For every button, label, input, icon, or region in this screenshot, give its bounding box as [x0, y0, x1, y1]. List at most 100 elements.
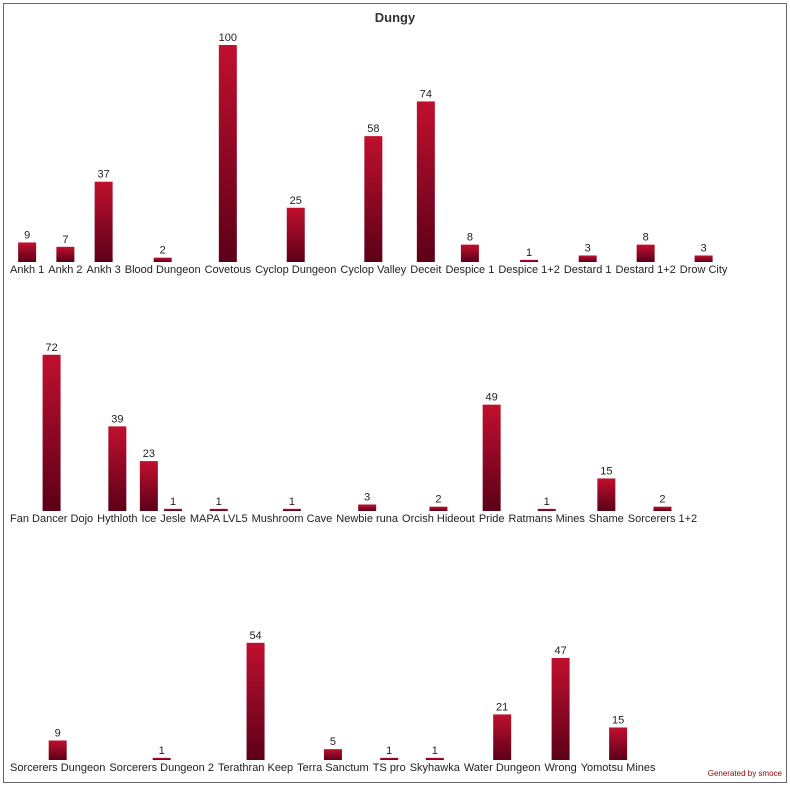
data-label: 9 [24, 229, 30, 241]
x-tick-label: Terra Sanctum [297, 762, 369, 774]
x-tick-label: MAPA LVL5 [190, 513, 248, 525]
data-label: 25 [290, 195, 302, 207]
bar [636, 244, 655, 262]
bar [94, 181, 113, 262]
x-tick-label: Mushroom Cave [252, 513, 333, 525]
x-tick-label: Destard 1 [564, 264, 612, 276]
bar [18, 242, 37, 262]
x-tick-label: Hythloth [97, 513, 137, 525]
x-tick-label: Ankh 3 [87, 264, 121, 276]
footer: Generated by smoce [708, 769, 783, 778]
data-label: 23 [143, 448, 155, 460]
bar [246, 642, 265, 760]
x-tick-label: Ratmans Mines [509, 513, 586, 525]
x-tick-label: Shame [589, 513, 624, 525]
data-label: 1 [170, 496, 176, 508]
x-tick-label: Sorcerers Dungeon 2 [109, 762, 214, 774]
x-tick-label: Jesle [160, 513, 186, 525]
x-tick-label: Cyclop Dungeon [255, 264, 336, 276]
bar [152, 757, 171, 760]
data-label: 3 [364, 491, 370, 503]
bar [429, 506, 448, 511]
data-label: 2 [659, 494, 665, 506]
data-label: 7 [62, 234, 68, 246]
data-label: 21 [496, 701, 508, 713]
x-tick-label: Ankh 1 [10, 264, 44, 276]
bar [108, 426, 127, 511]
x-tick-label: Newbie runa [336, 513, 399, 525]
data-label: 1 [386, 745, 392, 757]
frame [3, 3, 787, 783]
bar [42, 354, 61, 511]
bar [380, 757, 399, 760]
data-label: 47 [554, 645, 566, 657]
bar [286, 207, 305, 262]
bar [493, 714, 512, 760]
data-label: 8 [643, 232, 649, 244]
data-label: 1 [159, 745, 165, 757]
x-tick-label: Fan Dancer Dojo [10, 513, 93, 525]
bar [358, 504, 377, 511]
data-label: 15 [600, 465, 612, 477]
bar [56, 246, 75, 262]
data-label: 72 [45, 342, 57, 354]
x-tick-label: Pride [479, 513, 505, 525]
data-label: 5 [330, 736, 336, 748]
bar [218, 45, 237, 262]
x-tick-label: Deceit [410, 264, 441, 276]
bar [597, 478, 616, 511]
x-tick-label: Orcish Hideout [402, 513, 475, 525]
bar [364, 136, 383, 262]
data-label: 15 [612, 714, 624, 726]
bar [520, 259, 539, 262]
bar [694, 255, 713, 262]
bar [153, 257, 172, 262]
chart-title: Dungy [375, 10, 416, 25]
x-tick-label: Cyclop Valley [340, 264, 406, 276]
bar [609, 727, 628, 760]
data-label: 1 [432, 745, 438, 757]
x-tick-label: Water Dungeon [464, 762, 541, 774]
data-label: 1 [526, 247, 532, 259]
data-label: 9 [55, 727, 61, 739]
x-tick-label: Skyhawka [410, 762, 461, 774]
data-label: 58 [367, 123, 379, 135]
data-label: 100 [219, 32, 237, 44]
x-tick-label: Covetous [205, 264, 252, 276]
bar [482, 404, 501, 511]
bar [578, 255, 597, 262]
bar [209, 508, 228, 511]
bar [416, 101, 435, 262]
data-label: 8 [467, 232, 473, 244]
x-tick-label: Yomotsu Mines [581, 762, 656, 774]
bar [425, 757, 444, 760]
x-tick-label: TS pro [373, 762, 406, 774]
data-label: 39 [111, 413, 123, 425]
data-label: 2 [435, 494, 441, 506]
x-tick-label: Destard 1+2 [616, 264, 676, 276]
x-tick-label: Drow City [680, 264, 728, 276]
x-tick-label: Terathran Keep [218, 762, 293, 774]
x-tick-label: Ankh 2 [48, 264, 82, 276]
data-label: 74 [420, 88, 432, 100]
bar [139, 461, 158, 511]
x-tick-label: Sorcerers Dungeon [10, 762, 105, 774]
data-label: 1 [544, 496, 550, 508]
x-tick-label: Despice 1+2 [498, 264, 559, 276]
bar [48, 740, 67, 760]
x-tick-label: Sorcerers 1+2 [628, 513, 697, 525]
bar [460, 244, 479, 262]
x-tick-label: Blood Dungeon [125, 264, 201, 276]
bar [653, 506, 672, 511]
x-tick-label: Despice 1 [445, 264, 494, 276]
bar [282, 508, 301, 511]
data-label: 1 [216, 496, 222, 508]
data-label: 54 [249, 630, 261, 642]
data-label: 2 [160, 245, 166, 257]
data-label: 49 [486, 392, 498, 404]
data-label: 37 [98, 169, 110, 181]
x-tick-label: Wrong [545, 762, 577, 774]
data-label: 1 [289, 496, 295, 508]
bar [551, 658, 570, 760]
